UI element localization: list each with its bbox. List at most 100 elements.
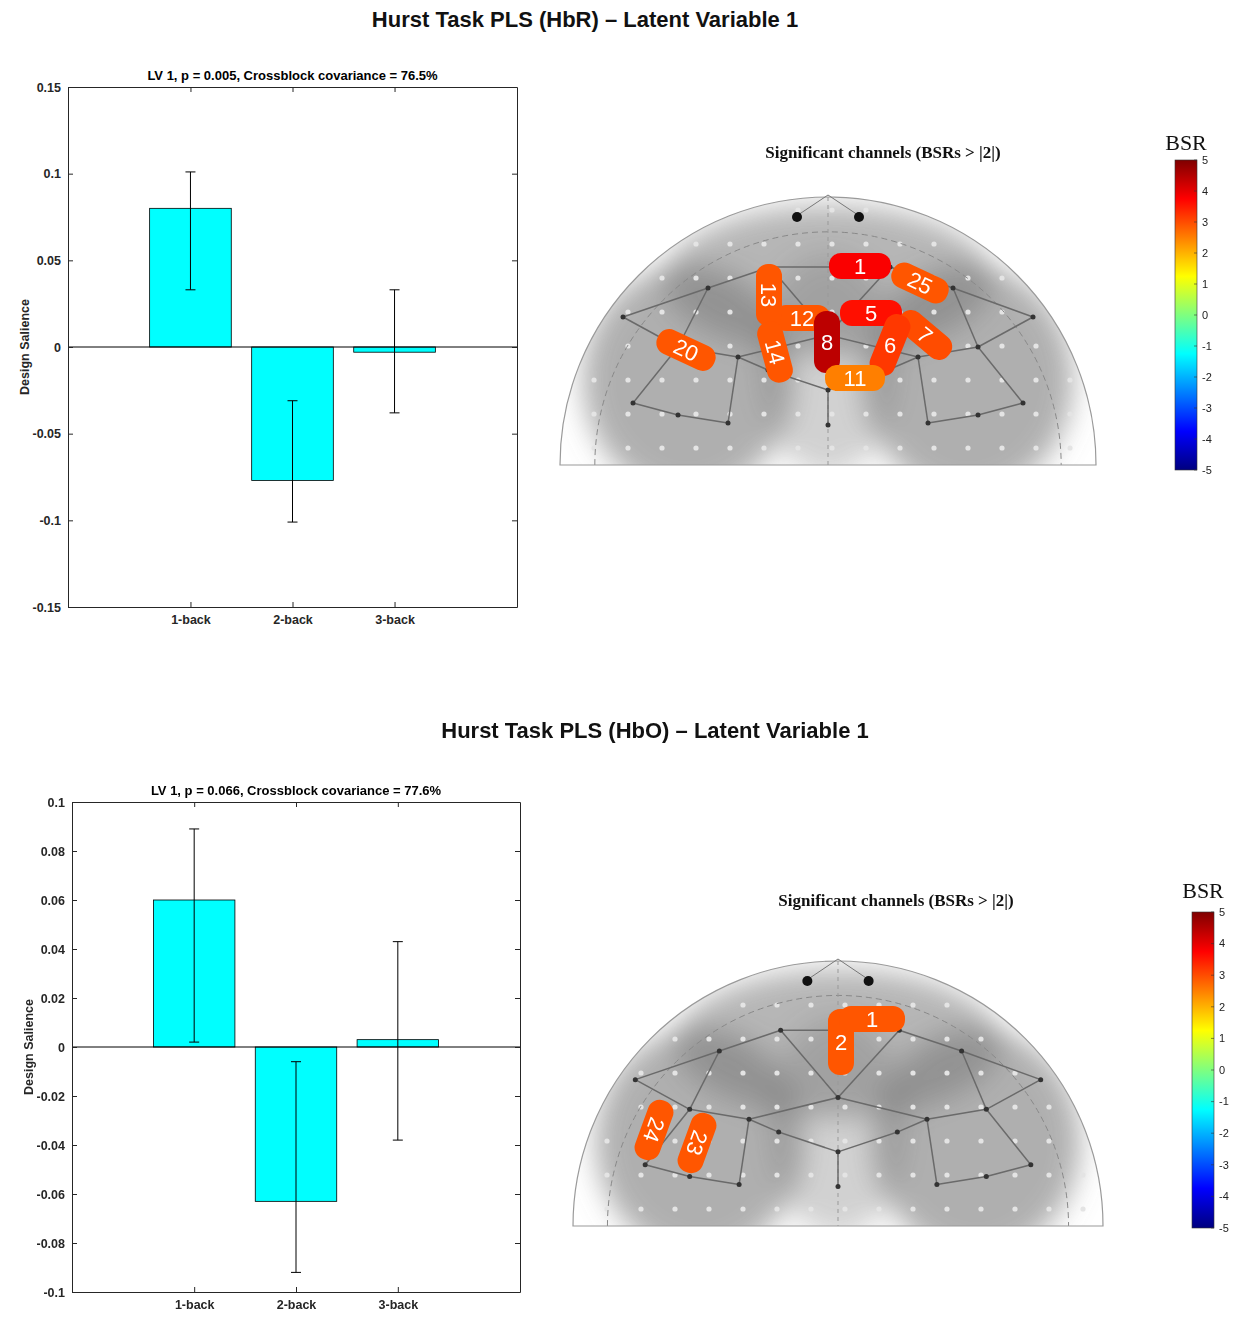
- sensor-dot: [1046, 1172, 1051, 1177]
- colorbar-tick: [1194, 222, 1197, 223]
- tick: [398, 802, 399, 807]
- colorbar-tick-label: 0: [1219, 1064, 1225, 1076]
- panel-heading: Hurst Task PLS (HbR) – Latent Variable 1: [372, 7, 798, 32]
- error-bar-cap: [288, 400, 298, 401]
- optode-link: [827, 390, 829, 425]
- sensor-dot: [999, 445, 1004, 450]
- channel-bar: [814, 311, 840, 373]
- sensor-dot: [944, 1206, 949, 1211]
- channel-bar: [631, 1096, 677, 1163]
- tick-label: -0.08: [37, 1237, 66, 1251]
- channel-label: 2: [835, 1030, 847, 1055]
- sensor-dot: [829, 445, 834, 450]
- tick: -0.06: [37, 1188, 78, 1202]
- error-bar-stem: [292, 401, 293, 522]
- tick: 2-back: [273, 602, 313, 627]
- sensor-dot: [1033, 445, 1038, 450]
- colorbar-title: BSR: [1165, 130, 1207, 155]
- error-bar: [288, 401, 298, 522]
- colorbar-tick: [1194, 408, 1197, 409]
- sensor-dot: [761, 377, 766, 382]
- sensor-dot: [965, 445, 970, 450]
- colorbar-tick: [1211, 1133, 1214, 1134]
- channel-bar: [839, 1006, 905, 1032]
- tick-label: 0.1: [44, 167, 61, 181]
- tick-mark: [72, 1145, 77, 1146]
- error-bar-cap: [291, 1061, 301, 1062]
- tick-label: 0.15: [37, 81, 61, 95]
- sensor-dot: [897, 445, 902, 450]
- colorbar-tick: [1211, 1006, 1214, 1007]
- tick-mark: [190, 602, 191, 607]
- channel-label: 1: [854, 254, 866, 279]
- sensor-dot: [808, 1172, 813, 1177]
- tick-label: 0.1: [48, 796, 65, 810]
- panel: Hurst Task PLS (HbO) – Latent Variable 1…: [22, 718, 1229, 1312]
- sensor-dot: [829, 207, 834, 212]
- optode-link: [927, 1119, 937, 1184]
- sensor-dot: [591, 377, 596, 382]
- tick: [515, 1096, 520, 1097]
- head-map: 212423: [573, 959, 1103, 1256]
- optode-link: [739, 1119, 749, 1184]
- sensor-dot: [1012, 1172, 1017, 1177]
- sensor-dot: [727, 241, 732, 246]
- tick: 0.1: [44, 167, 73, 181]
- tick-mark: [515, 1194, 520, 1195]
- optode-link: [838, 1132, 897, 1152]
- sensor-dot: [876, 1070, 881, 1075]
- sensor-dot: [1080, 1206, 1085, 1211]
- sensor-dot: [693, 411, 698, 416]
- sensor-dot: [706, 1036, 711, 1041]
- error-bar-cap: [288, 522, 298, 523]
- tick-label: 1-back: [175, 1298, 215, 1312]
- channel-bar: [887, 259, 952, 308]
- channel-label: 13: [756, 283, 781, 307]
- tick: 2-back: [277, 1287, 317, 1312]
- error-bar-cap: [185, 171, 195, 172]
- tick: 1-back: [175, 1287, 215, 1312]
- sensor-dot: [795, 241, 800, 246]
- sensor-dot: [1067, 411, 1072, 416]
- tick: 0.15: [37, 81, 73, 95]
- tick-mark: [296, 1287, 297, 1292]
- tick-mark: [398, 802, 399, 807]
- optode-link: [690, 1177, 739, 1185]
- tick: [512, 174, 517, 175]
- sensor-dot: [808, 1070, 813, 1075]
- channel: 23: [674, 1109, 720, 1176]
- error-bar: [291, 1062, 301, 1273]
- sensor-dot: [638, 1172, 643, 1177]
- sensor-dot: [965, 377, 970, 382]
- tick-label: -0.02: [37, 1090, 66, 1104]
- axis-line: [73, 1292, 521, 1293]
- colorbar-tick-label: 5: [1219, 906, 1225, 918]
- tick-label: 0.08: [41, 845, 65, 859]
- tick: -0.08: [37, 1237, 78, 1251]
- tick-mark: [194, 1287, 195, 1292]
- axis: [69, 87, 518, 92]
- colorbar-tick-label: 0: [1202, 309, 1208, 321]
- sensor-dot: [761, 241, 766, 246]
- optode: [1021, 401, 1026, 406]
- tick: [515, 1145, 520, 1146]
- optode-link: [962, 1051, 1041, 1080]
- tick: [190, 87, 191, 92]
- colorbar-tick-label: -3: [1202, 402, 1212, 414]
- optode: [826, 423, 831, 428]
- channel-label: 8: [821, 330, 833, 355]
- head-outline: [560, 197, 1096, 465]
- channel-bar: [754, 319, 795, 386]
- channel-bar: [674, 1109, 720, 1176]
- sensor-dot: [795, 411, 800, 416]
- tick-label: 3-back: [375, 613, 415, 627]
- sensor-dot: [774, 1104, 779, 1109]
- colorbar-tick-label: -5: [1219, 1222, 1229, 1234]
- optode: [1028, 1162, 1033, 1167]
- sensor-dot: [1067, 377, 1072, 382]
- tick-mark: [68, 347, 73, 348]
- colorbar: [1175, 160, 1197, 470]
- tick: 0.04: [41, 943, 77, 957]
- channel: 11: [825, 365, 885, 391]
- sensor-dot: [944, 1104, 949, 1109]
